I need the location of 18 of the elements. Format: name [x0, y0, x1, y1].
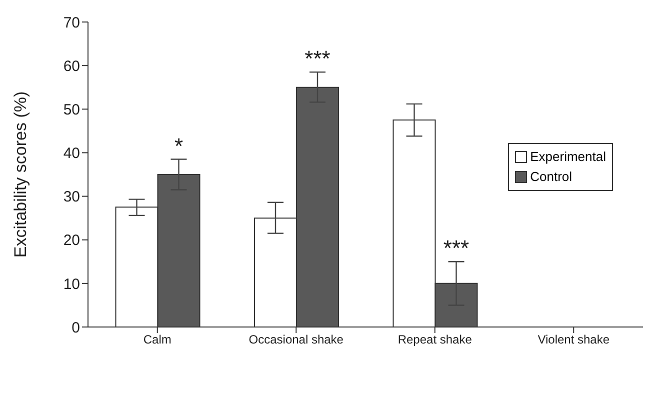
legend-label: Control	[530, 168, 572, 186]
y-tick-label: 0	[72, 319, 80, 336]
y-tick-label: 10	[63, 276, 80, 293]
y-axis-title: Excitability scores (%)	[11, 91, 30, 258]
y-tick-label: 30	[63, 188, 80, 206]
y-tick-label: 70	[63, 14, 80, 32]
y-tick-label: 40	[63, 145, 80, 162]
annotation: *	[174, 133, 184, 158]
x-tick-label: Repeat shake	[398, 332, 472, 347]
x-tick-label: Occasional shake	[248, 332, 344, 347]
annotation: ***	[443, 236, 470, 261]
y-tick-label: 20	[63, 232, 80, 250]
y-tick-label: 50	[63, 101, 80, 118]
x-tick-label: Violent shake	[538, 332, 610, 347]
x-tick-label: Calm	[143, 332, 172, 347]
annotation: ***	[304, 46, 331, 72]
legend-label: Experimental	[530, 148, 606, 166]
y-tick-label: 60	[63, 58, 80, 75]
